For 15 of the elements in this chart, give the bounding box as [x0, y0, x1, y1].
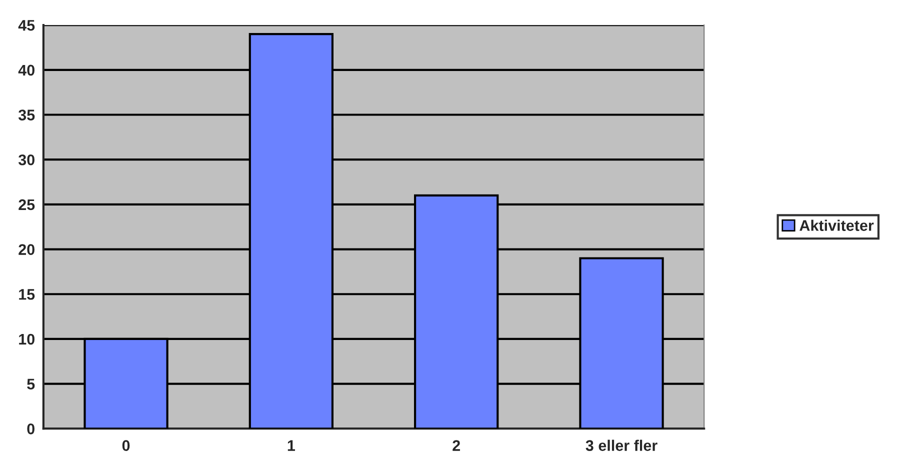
x-tick-label: 2 — [452, 440, 460, 451]
y-tick-label: 25 — [18, 199, 35, 210]
y-tick-label: 30 — [18, 154, 34, 166]
y-tick-label: 20 — [18, 244, 34, 255]
y-tick-label: 0 — [27, 424, 34, 434]
y-tick-label: 35 — [18, 110, 35, 120]
x-tick-label: 3 eller fler — [586, 440, 658, 451]
y-tick-label: 15 — [19, 289, 35, 300]
x-tick-label: 0 — [122, 440, 130, 451]
y-tick-label: 45 — [18, 20, 35, 31]
legend-label: Aktiviteter — [800, 220, 874, 231]
y-tick-label: 40 — [18, 64, 34, 76]
y-tick-label: 5 — [27, 378, 35, 390]
y-tick-label: 10 — [19, 334, 34, 345]
x-tick-label: 1 — [288, 440, 296, 451]
